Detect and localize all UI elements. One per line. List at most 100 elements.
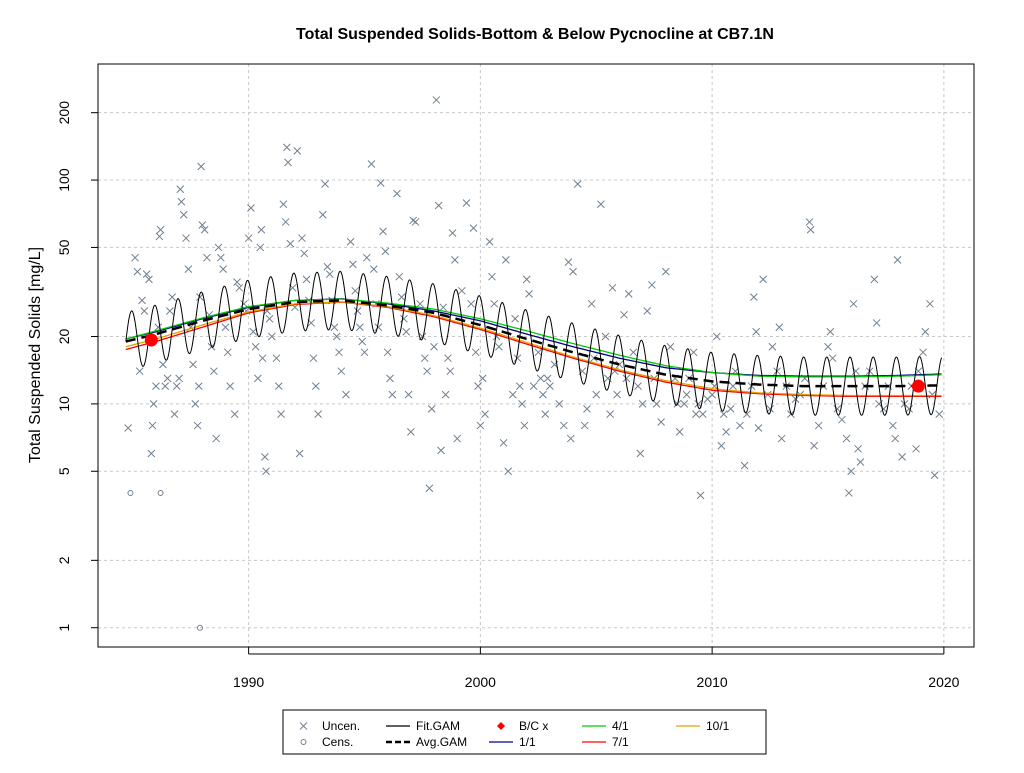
- uncensored-point: [298, 234, 306, 243]
- uncensored-point: [919, 348, 927, 357]
- legend-label: 10/1: [706, 719, 730, 733]
- uncensored-point: [736, 421, 744, 430]
- legend-frame: [282, 709, 767, 755]
- uncensored-point: [145, 275, 153, 284]
- uncensored-point: [652, 400, 661, 408]
- uncensored-point: [293, 147, 302, 155]
- uncensored-point: [543, 374, 552, 383]
- uncensored-point: [930, 471, 939, 480]
- legend-label: 7/1: [612, 735, 629, 749]
- uncensored-point: [564, 258, 573, 266]
- uncensored-point: [309, 354, 318, 363]
- uncensored-point: [274, 382, 283, 391]
- uncensored-point: [337, 367, 346, 376]
- uncensored-point: [189, 360, 197, 369]
- uncensored-point: [358, 337, 367, 346]
- uncensored-point: [404, 390, 413, 399]
- uncensored-point: [221, 323, 230, 332]
- uncensored-point: [314, 410, 323, 418]
- uncensored-point: [928, 390, 937, 399]
- uncensored-point: [529, 382, 538, 391]
- uncensored-point: [240, 299, 248, 308]
- uncensored-point: [692, 410, 700, 418]
- uncensored-point: [722, 427, 730, 436]
- uncensored-point: [159, 360, 167, 369]
- y-tick-label: 50: [56, 239, 72, 255]
- y-tick-label: 10: [56, 396, 72, 412]
- uncensored-point: [726, 405, 735, 413]
- x-tick-label: 1990: [233, 674, 264, 690]
- uncensored-point: [856, 458, 865, 466]
- plot-area: 1990 2000 2010 2020 1 2 5 10 20 50 100 200: [56, 63, 975, 690]
- uncensored-point: [583, 405, 591, 413]
- uncensored-point: [177, 197, 186, 206]
- uncensored-point: [191, 400, 200, 408]
- uncensored-point: [777, 434, 786, 443]
- uncensored-point: [508, 390, 517, 399]
- uncensored-point: [613, 390, 621, 399]
- uncensored-point: [138, 296, 146, 305]
- uncensored-point: [439, 303, 448, 312]
- uncensored-point: [335, 348, 343, 357]
- uncensored-point: [849, 299, 858, 308]
- line-avg-gam: [125, 299, 942, 388]
- uncensored-point: [165, 307, 174, 315]
- uncensored-point: [402, 327, 411, 336]
- uncensored-point: [148, 421, 157, 430]
- uncensored-point: [281, 218, 290, 226]
- uncensored-point: [258, 354, 267, 363]
- uncensored-point: [518, 400, 526, 408]
- uncensored-point: [597, 200, 605, 209]
- line-10-1: [125, 301, 942, 397]
- uncensored-point: [740, 461, 749, 470]
- uncensored-point: [648, 281, 656, 289]
- y-tick-label: 100: [56, 168, 72, 192]
- uncensored-point: [573, 180, 582, 188]
- uncensored-point: [534, 348, 543, 357]
- uncensored-point: [155, 232, 164, 241]
- uncensored-point: [318, 210, 327, 219]
- uncensored-point: [321, 180, 329, 188]
- legend: Uncen. Cens. Fit.GAM Avg.GAM B/C x 1/1 4/1 7/1 1…: [282, 709, 767, 755]
- uncensored-point: [257, 225, 266, 234]
- uncensored-point: [267, 332, 276, 341]
- uncensored-point: [453, 434, 462, 443]
- uncensored-point: [379, 227, 387, 236]
- legend-label: 4/1: [612, 719, 629, 733]
- uncensored-point: [838, 415, 846, 424]
- uncensored-point: [749, 293, 758, 301]
- uncensored-point: [272, 354, 281, 363]
- uncensored-point: [666, 342, 675, 351]
- uncensored-point: [388, 390, 397, 399]
- y-tick-label: 2: [56, 556, 72, 564]
- legend-label: Cens.: [322, 735, 353, 749]
- uncensored-point: [546, 382, 554, 391]
- uncensored-point: [476, 421, 485, 430]
- uncensored-point: [214, 243, 223, 252]
- uncensored-point: [441, 390, 450, 399]
- uncensored-point: [172, 382, 181, 391]
- uncensored-point: [277, 410, 285, 418]
- uncensored-point: [427, 405, 436, 413]
- uncensored-point: [620, 310, 628, 319]
- y-tick-label: 5: [56, 467, 72, 475]
- uncensored-point: [448, 229, 457, 237]
- uncensored-point: [302, 275, 311, 284]
- uncensored-point: [921, 327, 930, 336]
- uncensored-point: [367, 160, 376, 168]
- uncensored-point: [504, 467, 513, 476]
- uncensored-point: [409, 216, 418, 225]
- uncensored-point: [149, 400, 158, 408]
- uncensored-point: [346, 237, 355, 246]
- uncensored-point: [330, 323, 339, 332]
- uncensored-point: [342, 390, 350, 399]
- uncensored-point: [814, 421, 823, 430]
- uncensored-point: [200, 225, 209, 234]
- uncensored-point: [279, 200, 288, 209]
- uncensored-point: [661, 267, 670, 276]
- x-tick-label: 2020: [928, 674, 959, 690]
- uncensored-point: [729, 382, 737, 391]
- uncensored-point: [469, 224, 478, 232]
- uncensored-point: [926, 299, 934, 308]
- legend-label: B/C x: [519, 719, 548, 733]
